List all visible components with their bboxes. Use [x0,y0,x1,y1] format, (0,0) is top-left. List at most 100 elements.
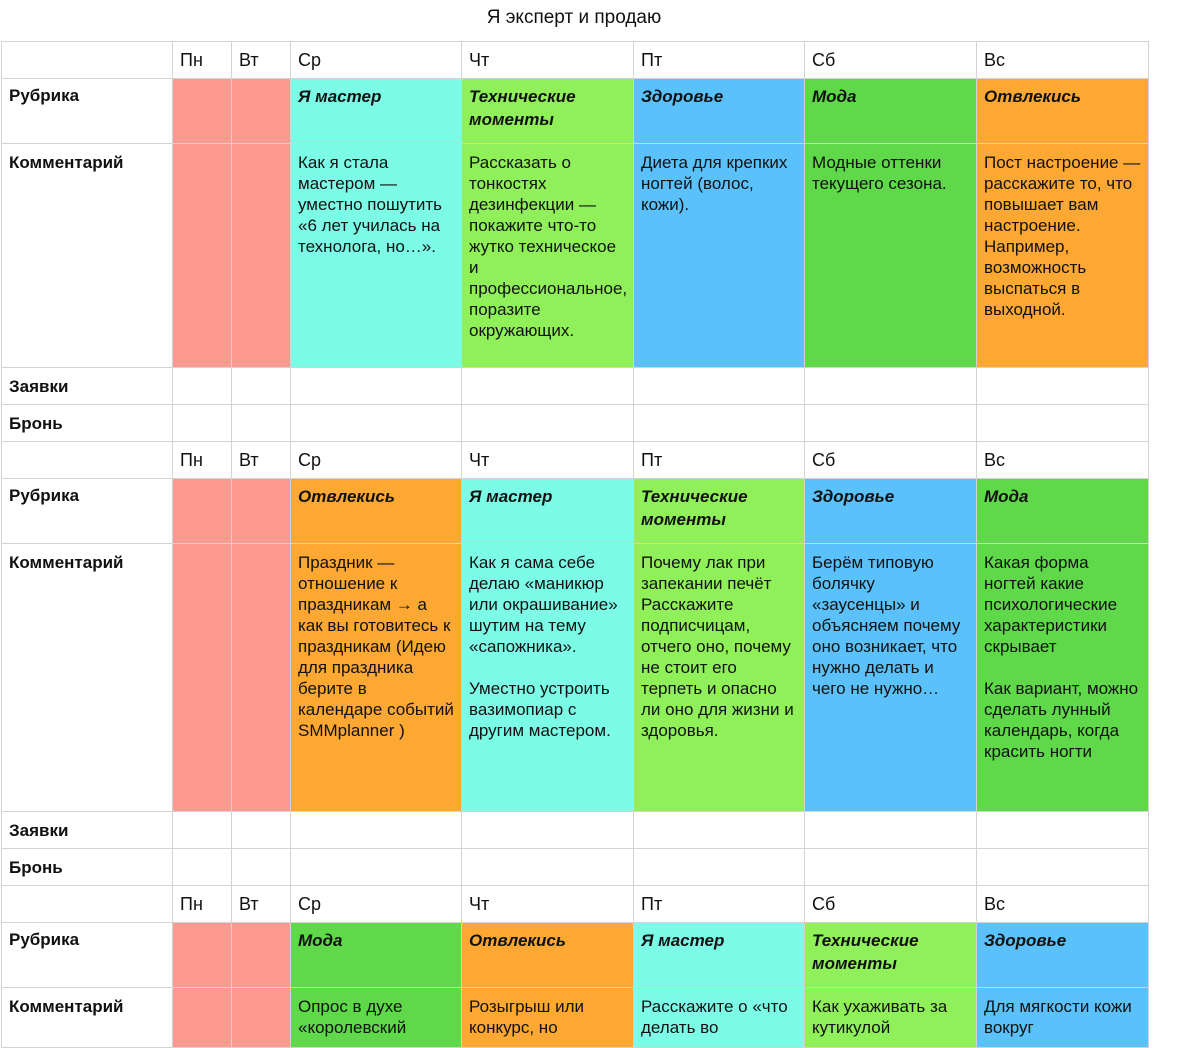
empty-cell[interactable] [231,848,291,886]
corner-cell [1,885,173,923]
empty-cell[interactable] [804,367,977,405]
empty-cell[interactable] [804,404,977,442]
comment-cell[interactable]: Розыгрыш или конкурс, но [461,987,634,1048]
empty-cell[interactable] [804,848,977,886]
empty-cell[interactable] [290,404,462,442]
row-label-booking: Бронь [1,404,173,442]
empty-cell[interactable] [172,367,232,405]
rubric-cell[interactable]: Здоровье [976,922,1149,988]
empty-cell[interactable] [290,848,462,886]
rubric-cell[interactable]: Я мастер [461,478,634,544]
empty-cell[interactable] [461,404,634,442]
row-label-text: Бронь [9,413,63,433]
comment-paragraph: Диета для крепких ногтей (волос, кожи). [641,153,788,214]
comment-cell[interactable]: Диета для крепких ногтей (волос, кожи). [633,143,805,368]
empty-cell[interactable] [290,811,462,849]
day-header-cell: Вт [231,441,291,479]
day-header-cell: Вс [976,441,1149,479]
day-label: Вт [239,893,259,914]
comment-cell[interactable]: Опрос в духе «королевский [290,987,462,1048]
comment-cell[interactable]: Как я сама себе делаю «маникюр или окраш… [461,543,634,812]
requests-row: Заявки [1,811,1149,849]
empty-cell-mon[interactable] [172,478,232,544]
empty-cell[interactable] [461,811,634,849]
day-header-cell: Ср [290,41,462,79]
day-label: Ср [298,49,322,70]
comment-cell[interactable]: Почему лак при запекании печёт Расскажит… [633,543,805,812]
empty-cell-tue[interactable] [231,987,291,1048]
comment-cell[interactable]: Рассказать о тонкостях дезинфекции — пок… [461,143,634,368]
day-label: Чт [469,49,490,70]
comment-paragraph: Модные оттенки текущего сезона. [812,153,947,193]
empty-cell[interactable] [976,367,1149,405]
rubric-text: Я мастер [641,931,725,950]
day-label: Сб [812,49,836,70]
day-header-cell: Пт [633,41,805,79]
rubric-cell[interactable]: Здоровье [633,78,805,144]
empty-cell-tue[interactable] [231,143,291,368]
empty-cell[interactable] [172,811,232,849]
rubric-cell[interactable]: Мода [804,78,977,144]
day-header-cell: Ср [290,441,462,479]
row-label-text: Бронь [9,857,63,877]
day-header-cell: Пн [172,885,232,923]
rubric-cell[interactable]: Мода [290,922,462,988]
comment-cell[interactable]: Модные оттенки текущего сезона. [804,143,977,368]
rubric-row: Рубрика Отвлекись Я мастер Технические моме… [1,478,1149,544]
comment-cell[interactable]: Для мягкости кожи вокруг [976,987,1149,1048]
comment-row: Комментарий Праздник — отношение к праздн… [1,543,1149,812]
empty-cell-tue[interactable] [231,478,291,544]
empty-cell[interactable] [172,404,232,442]
empty-cell[interactable] [976,404,1149,442]
comment-cell[interactable]: Какая форма ногтей какие психологические… [976,543,1149,812]
rubric-cell[interactable]: Я мастер [290,78,462,144]
empty-cell[interactable] [290,367,462,405]
empty-cell[interactable] [976,811,1149,849]
comment-paragraph: Берём типовую болячку «заусенцы» и объяс… [812,553,961,698]
row-label-comment: Комментарий [1,543,173,812]
empty-cell[interactable] [461,367,634,405]
empty-cell[interactable] [231,811,291,849]
empty-cell[interactable] [633,848,805,886]
empty-cell-mon[interactable] [172,922,232,988]
comment-cell[interactable]: Берём типовую болячку «заусенцы» и объяс… [804,543,977,812]
empty-cell[interactable] [976,848,1149,886]
rubric-cell[interactable]: Здоровье [804,478,977,544]
empty-cell-mon[interactable] [172,143,232,368]
empty-cell[interactable] [633,404,805,442]
empty-cell[interactable] [633,367,805,405]
empty-cell[interactable] [231,404,291,442]
rubric-cell[interactable]: Отвлекись [461,922,634,988]
empty-cell-tue[interactable] [231,922,291,988]
empty-cell[interactable] [804,811,977,849]
rubric-cell[interactable]: Отвлекись [290,478,462,544]
rubric-cell[interactable]: Технические моменты [633,478,805,544]
empty-cell[interactable] [461,848,634,886]
comment-cell[interactable]: Праздник — отношение к праздникам → а ка… [290,543,462,812]
rubric-cell[interactable]: Мода [976,478,1149,544]
rubric-cell[interactable]: Отвлекись [976,78,1149,144]
rubric-cell[interactable]: Технические моменты [461,78,634,144]
empty-cell[interactable] [231,367,291,405]
row-label-text: Рубрика [9,486,80,505]
empty-cell-tue[interactable] [231,543,291,812]
empty-cell[interactable] [172,848,232,886]
empty-cell[interactable] [633,811,805,849]
row-label-booking: Бронь [1,848,173,886]
comment-paragraph: Как вариант, можно сделать лунный календ… [984,679,1139,761]
day-label: Вт [239,49,259,70]
comment-cell[interactable]: Как ухаживать за кутикулой [804,987,977,1048]
comment-cell[interactable]: Пост настроение — расскажите то, что пов… [976,143,1149,368]
day-label: Пн [180,49,203,70]
rubric-cell[interactable]: Технические моменты [804,922,977,988]
empty-cell-mon[interactable] [172,78,232,144]
empty-cell-tue[interactable] [231,78,291,144]
requests-row: Заявки [1,367,1149,405]
empty-cell-mon[interactable] [172,987,232,1048]
comment-cell[interactable]: Расскажите о «что делать во [633,987,805,1048]
rubric-text: Технические моменты [641,487,748,529]
empty-cell-mon[interactable] [172,543,232,812]
comment-cell[interactable]: Как я стала мастером — уместно пошутить … [290,143,462,368]
rubric-text: Отвлекись [469,931,566,950]
rubric-cell[interactable]: Я мастер [633,922,805,988]
